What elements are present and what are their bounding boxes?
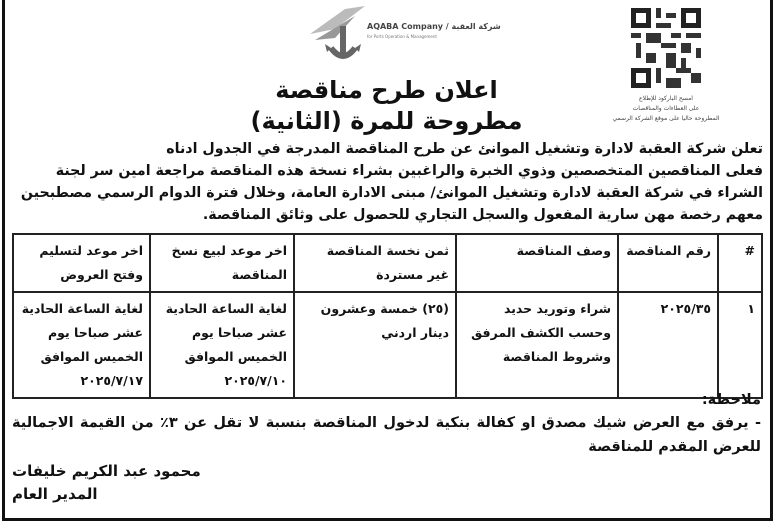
cell-number: ١ bbox=[717, 291, 763, 399]
cell-sale-deadline: لغاية الساعة الحادية عشر صباحا يوم الخمي… bbox=[149, 291, 295, 399]
qr-caption-line: المطروحة حاليا على موقع الشركة الرسمي bbox=[612, 115, 720, 122]
note-line: للعرض المقدم للمناقصة bbox=[588, 439, 761, 455]
header-tender-no: رقم المناقصة bbox=[617, 233, 719, 293]
header-number: # bbox=[717, 233, 763, 293]
intro-line: فعلى المناقصين المتخصصين وذوي الخبرة وال… bbox=[55, 163, 763, 179]
tender-table: # رقم المناقصة وصف المناقصة ثمن نخسة الم… bbox=[12, 233, 763, 399]
table-row: ١ ٢٠٢٥/٣٥ شراء وتوريد حديد وحسب الكشف ال… bbox=[12, 291, 763, 399]
anchor-ship-icon bbox=[310, 6, 365, 59]
cell-submission-deadline: لغاية الساعة الحادية عشر صباحا يوم الخمي… bbox=[12, 291, 151, 399]
table-header-row: # رقم المناقصة وصف المناقصة ثمن نخسة الم… bbox=[12, 233, 763, 293]
header-sale-deadline: اخر موعد لبيع نسخ المناقصة bbox=[149, 233, 295, 293]
qr-caption: امسح الباركود للإطلاع على العطاءات والمن… bbox=[600, 94, 732, 124]
logo-text-ar: شركة العقبة bbox=[451, 22, 501, 31]
intro-line: الشراء في شركة العقبة لادارة وتشغيل المو… bbox=[20, 185, 763, 201]
intro-line: تعلن شركة العقبة لادارة وتشغيل الموانئ ع… bbox=[166, 141, 763, 157]
cell-tender-no: ٢٠٢٥/٣٥ bbox=[617, 291, 719, 399]
page-subtitle: مطروحة للمرة (الثانية) bbox=[250, 107, 523, 135]
logo-subtitle: for Ports Operation & Management bbox=[367, 34, 437, 39]
header-price: ثمن نخسة المناقصة غير مستردة bbox=[293, 233, 457, 293]
intro-paragraph: تعلن شركة العقبة لادارة وتشغيل الموانئ ع… bbox=[11, 138, 763, 226]
intro-line: معهم رخصة مهن سارية المفعول والسجل التجا… bbox=[202, 207, 763, 223]
qr-caption-line: على العطاءات والمناقصات bbox=[632, 105, 700, 112]
aqaba-company-logo: AQABA Company / شركة العقبة for Ports Op… bbox=[305, 4, 501, 66]
note-label: ملاحظة: bbox=[701, 392, 761, 408]
cell-description: شراء وتوريد حديد وحسب الكشف المرفق وشروط… bbox=[455, 291, 619, 399]
qr-caption-line: امسح الباركود للإطلاع bbox=[639, 95, 693, 102]
qr-code[interactable] bbox=[631, 8, 701, 88]
signature-name: محمود عبد الكريم خليفات bbox=[12, 462, 201, 480]
header-submission-deadline: اخر موعد لتسليم وفتح العروض bbox=[12, 233, 151, 293]
note-line: - يرفق مع العرض شيك مصدق او كفالة بنكية … bbox=[12, 415, 761, 431]
cell-price: (٢٥) خمسة وعشرون دينار اردني bbox=[293, 291, 457, 399]
header-description: وصف المناقصة bbox=[455, 233, 619, 293]
logo-text-en: AQABA Company bbox=[367, 22, 443, 31]
page-title: اعلان طرح مناقصة bbox=[275, 76, 498, 104]
signature-position: المدير العام bbox=[12, 485, 98, 503]
